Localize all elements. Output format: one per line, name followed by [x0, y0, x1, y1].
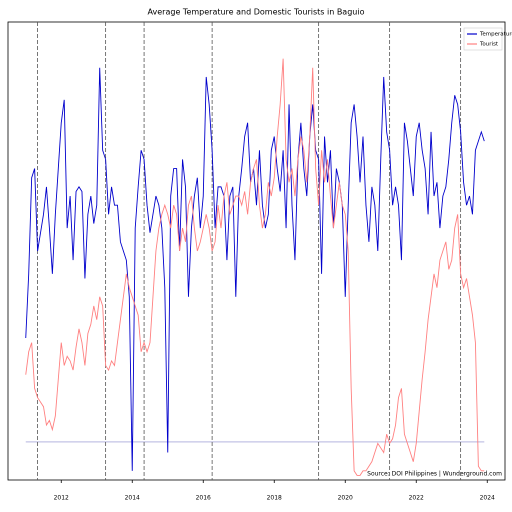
legend-label: Tourist — [479, 42, 499, 48]
source-note: Source: DOI Philippines | Wunderground.c… — [367, 471, 502, 478]
chart-title: Average Temperature and Domestic Tourist… — [148, 8, 365, 17]
x-tick-label: 2014 — [125, 495, 140, 502]
series-line — [25, 67, 485, 471]
series-line — [25, 58, 485, 476]
legend-label: Temperature — [479, 32, 512, 38]
plot-frame — [7, 21, 506, 481]
x-tick-label: 2012 — [54, 495, 69, 502]
x-tick-label: 2018 — [267, 495, 282, 502]
x-tick-label: 2024 — [480, 495, 495, 502]
x-tick-label: 2022 — [409, 495, 424, 502]
x-tick-label: 2016 — [196, 495, 211, 502]
x-tick-label: 2020 — [338, 495, 353, 502]
